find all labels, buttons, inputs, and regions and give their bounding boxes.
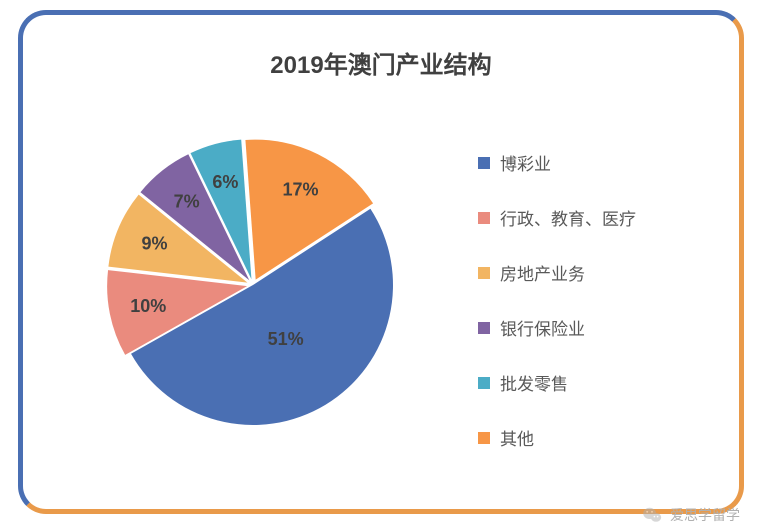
legend-label: 房地产业务 [500,260,585,285]
legend-item: 博彩业 [478,150,728,175]
legend-item: 其他 [478,425,728,450]
legend-item: 行政、教育、医疗 [478,205,728,230]
legend-marker [478,322,490,334]
pie-chart: 51% 10% 9% 7% 6% 17% [103,135,403,435]
legend-item: 银行保险业 [478,315,728,340]
legend-item: 批发零售 [478,370,728,395]
slice-label: 7% [174,191,200,211]
chart-frame: 2019年澳门产业结构 51% 10% 9% 7% 6% 17% 博彩业行政、教育、医疗房… [18,10,744,514]
legend-marker [478,212,490,224]
legend-item: 房地产业务 [478,260,728,285]
legend-marker [478,377,490,389]
legend: 博彩业行政、教育、医疗房地产业务银行保险业批发零售其他 [478,150,728,480]
wechat-icon [642,507,662,523]
slice-label: 51% [268,329,304,349]
legend-label: 行政、教育、医疗 [500,205,636,230]
legend-label: 批发零售 [500,370,568,395]
slice-label: 10% [130,296,166,316]
legend-label: 银行保险业 [500,315,585,340]
legend-label: 博彩业 [500,150,551,175]
slice-label: 9% [142,234,168,254]
slice-label: 6% [212,172,238,192]
watermark: 爱思学留学 [642,505,740,525]
watermark-text: 爱思学留学 [670,505,740,525]
legend-marker [478,267,490,279]
slice-label: 17% [282,179,318,199]
legend-marker [478,432,490,444]
legend-label: 其他 [500,425,534,450]
legend-marker [478,157,490,169]
chart-title: 2019年澳门产业结构 [23,45,739,80]
